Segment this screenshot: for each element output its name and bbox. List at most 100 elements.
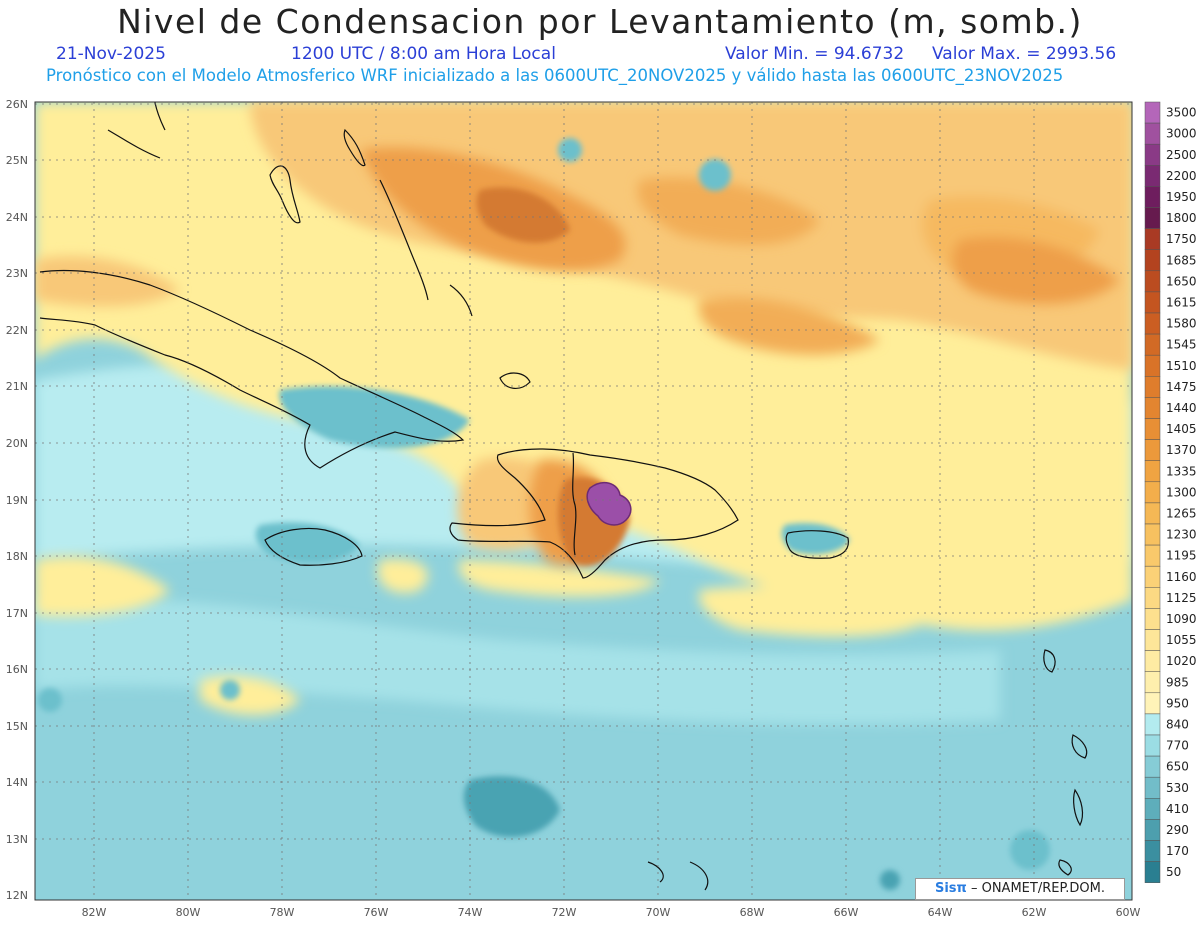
lat-ticks: 26N 25N 24N 23N 22N 21N 20N 19N 18N 17N … [6,98,28,902]
colorbar-label: 1090 [1166,612,1197,626]
colorbar-swatch [1144,798,1161,820]
colorbar-swatch [1144,861,1161,883]
colorbar-swatch [1144,249,1161,272]
colorbar-label: 290 [1166,823,1189,837]
colorbar-swatch [1144,587,1161,609]
colorbar-swatch [1144,840,1161,862]
colorbar-label: 1580 [1166,317,1197,331]
lon-label: 62W [1022,906,1047,919]
colorbar-label: 3000 [1166,127,1197,141]
lat-label: 16N [6,663,28,676]
colorbar-label: 1055 [1166,633,1197,647]
colorbar-swatch [1144,186,1161,208]
colorbar-label: 2500 [1166,148,1197,162]
colorbar-swatch [1144,502,1161,525]
colorbar-label: 1615 [1166,295,1197,309]
colorbar-label: 170 [1166,844,1189,858]
colorbar: 3500 3000 2500 2200 1950 1800 1750 1685 1650 1615… [1144,101,1197,883]
colorbar-label: 1370 [1166,443,1197,457]
credit-text: – ONAMET/REP.DOM. [970,881,1105,896]
colorbar-swatch [1144,713,1161,736]
sispi-logo: Sisπ [934,881,967,896]
lat-label: 19N [6,494,28,507]
colorbar-swatch [1144,544,1161,567]
haiti-dr-border [572,452,577,556]
colorbar-label: 1230 [1166,528,1197,542]
hispaniola-coastline [449,448,739,579]
cuba-coastline [39,269,465,469]
colorbar-label: 1800 [1166,211,1197,225]
colorbar-swatch [1144,692,1161,715]
colorbar-label: 1475 [1166,380,1197,394]
lcl-field [35,102,1132,900]
colorbar-label: 950 [1166,696,1189,710]
lon-label: 74W [458,906,483,919]
jamaica-coastline [264,527,363,566]
colorbar-swatch [1144,650,1161,672]
bahamas-islands [269,165,301,224]
lon-label: 72W [552,906,577,919]
colorbar-swatch [1144,776,1161,799]
lon-label: 80W [176,906,201,919]
colorbar-label: 1335 [1166,464,1197,478]
colorbar-label: 1650 [1166,274,1197,288]
lon-label: 78W [270,906,295,919]
colorbar-swatch [1144,291,1161,314]
colorbar-swatch [1144,333,1161,356]
colorbar-label: 770 [1166,739,1189,753]
colorbar-label: 2200 [1166,169,1197,183]
colorbar-label: 985 [1166,675,1189,689]
colorbar-label: 1545 [1166,338,1197,352]
lat-label: 22N [6,324,28,337]
colorbar-label: 840 [1166,717,1189,731]
colorbar-label: 530 [1166,781,1189,795]
lon-label: 66W [834,906,859,919]
colorbar-label: 1195 [1166,549,1197,563]
colorbar-swatch [1144,143,1161,166]
colorbar-swatch [1144,376,1161,398]
lat-label: 20N [6,437,28,450]
lat-label: 25N [6,154,28,167]
lat-label: 12N [6,889,28,902]
lat-label: 24N [6,211,28,224]
lon-label: 64W [928,906,953,919]
colorbar-label: 1685 [1166,253,1197,267]
graticule [35,102,1132,900]
colorbar-swatch [1144,439,1161,461]
lat-label: 23N [6,267,28,280]
lon-label: 68W [740,906,765,919]
lat-label: 26N [6,98,28,111]
lat-label: 18N [6,550,28,563]
colorbar-swatch [1144,228,1161,250]
forecast-time: 1200 UTC / 8:00 am Hora Local [291,44,556,64]
colorbar-label: 1950 [1166,190,1197,204]
colorbar-swatch [1144,629,1161,651]
colorbar-label: 1265 [1166,506,1197,520]
colorbar-swatch [1144,565,1161,588]
colorbar-label: 1020 [1166,654,1197,668]
colorbar-swatch [1144,460,1161,483]
colorbar-label: 1440 [1166,401,1197,415]
coastlines [39,102,1088,891]
chart-title: Nivel de Condensacion por Levantamiento … [117,2,1083,41]
lat-label: 13N [6,833,28,846]
colorbar-swatch [1144,671,1161,694]
colorbar-label: 410 [1166,802,1189,816]
map-frame [34,101,1133,901]
puerto-rico-coastline [785,530,850,559]
colorbar-swatch [1144,418,1161,440]
colorbar-swatch [1144,523,1161,546]
model-info: Pronóstico con el Modelo Atmosferico WRF… [46,66,1064,85]
colorbar-swatch [1144,397,1161,419]
colorbar-label: 50 [1166,865,1181,879]
lon-ticks: 82W 80W 78W 76W 74W 72W 70W 68W 66W 64W … [82,906,1141,919]
forecast-date: 21-Nov-2025 [56,44,166,64]
colorbar-swatch [1144,819,1161,841]
colorbar-swatch [1144,755,1161,778]
colorbar-label: 1125 [1166,591,1197,605]
colorbar-label: 1750 [1166,232,1197,246]
lon-label: 82W [82,906,107,919]
colorbar-swatch [1144,734,1161,757]
colorbar-swatch [1144,101,1161,124]
